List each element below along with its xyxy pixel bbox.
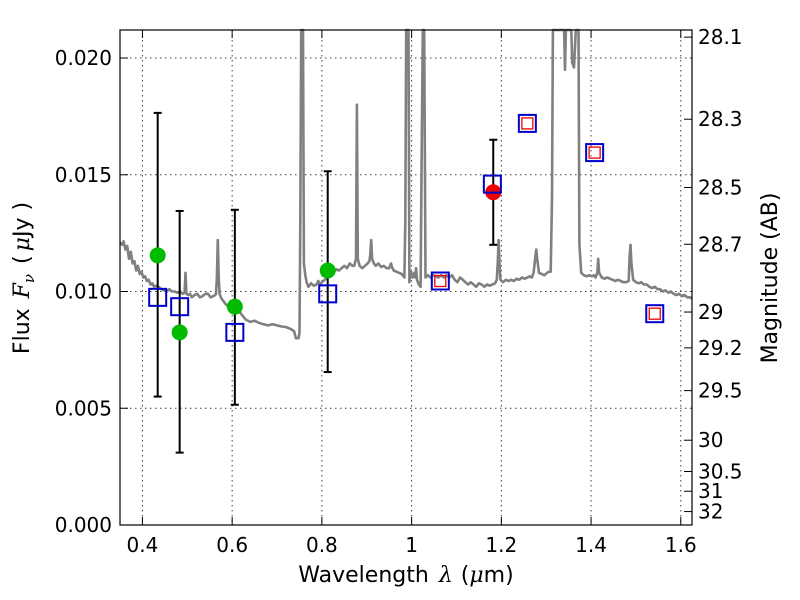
y2-tick-label: 29	[698, 300, 723, 324]
model-point-square	[585, 143, 605, 163]
y-tick-label: 0.010	[55, 280, 112, 304]
model-point-square	[645, 304, 665, 324]
spectrum-line	[119, 28, 693, 340]
y-tick-label: 0.005	[55, 396, 112, 420]
plot-frame	[119, 29, 693, 526]
y2-axis-title: Magnitude (AB)	[758, 193, 783, 364]
model-point-square	[482, 174, 502, 194]
x-tick-label: 1.6	[665, 533, 697, 557]
inner-marker-square	[434, 274, 447, 288]
y2-tick-label: 28.3	[698, 107, 743, 131]
x-tick-label: 1.2	[485, 533, 517, 557]
x-tick-label: 1	[405, 533, 418, 557]
inner-marker-square	[648, 307, 661, 320]
model-point-square	[430, 271, 450, 291]
inner-marker-square	[588, 146, 601, 159]
y2-tick-label: 31	[698, 479, 723, 503]
ticks-layer: 0.4 0.6 0.8 1 1.2 1.4 1.6 0.000 0.005 0.010 0.015 0…	[55, 25, 743, 557]
x-tick-label: 0.4	[127, 533, 159, 557]
y2-tick-label: 29.5	[698, 379, 743, 403]
y2-tick-label: 28.7	[698, 232, 743, 256]
data-point-circle	[171, 324, 188, 341]
y2-tick-label: 30.5	[698, 460, 743, 484]
spectrum-layer	[119, 28, 693, 340]
data-point-circle	[149, 247, 166, 264]
model-point-square	[225, 322, 245, 342]
model-point-square	[318, 284, 338, 304]
y-tick-label: 0.000	[55, 513, 112, 537]
y2-tick-label: 28.5	[698, 175, 743, 199]
x-axis-title: Wavelength λ (μm)	[298, 563, 513, 588]
model-point-square	[170, 297, 190, 317]
y2-tick-label: 30	[698, 428, 723, 452]
data-point-circle	[226, 298, 243, 315]
data-point-circle	[319, 262, 336, 279]
model-point-square	[517, 113, 537, 133]
x-tick-label: 1.4	[575, 533, 607, 557]
markers-layer	[148, 111, 665, 454]
y-axis-title: FluxFν(μJy )	[10, 202, 38, 354]
y-tick-label: 0.015	[55, 163, 112, 187]
model-point-square	[148, 287, 168, 307]
x-tick-label: 0.8	[306, 533, 338, 557]
y2-tick-label: 28.1	[698, 25, 743, 49]
inner-marker-square	[521, 117, 534, 130]
y-tick-label: 0.020	[55, 46, 112, 70]
y2-tick-label: 29.2	[698, 336, 743, 360]
y2-tick-label: 32	[698, 500, 723, 524]
x-tick-label: 0.6	[216, 533, 248, 557]
